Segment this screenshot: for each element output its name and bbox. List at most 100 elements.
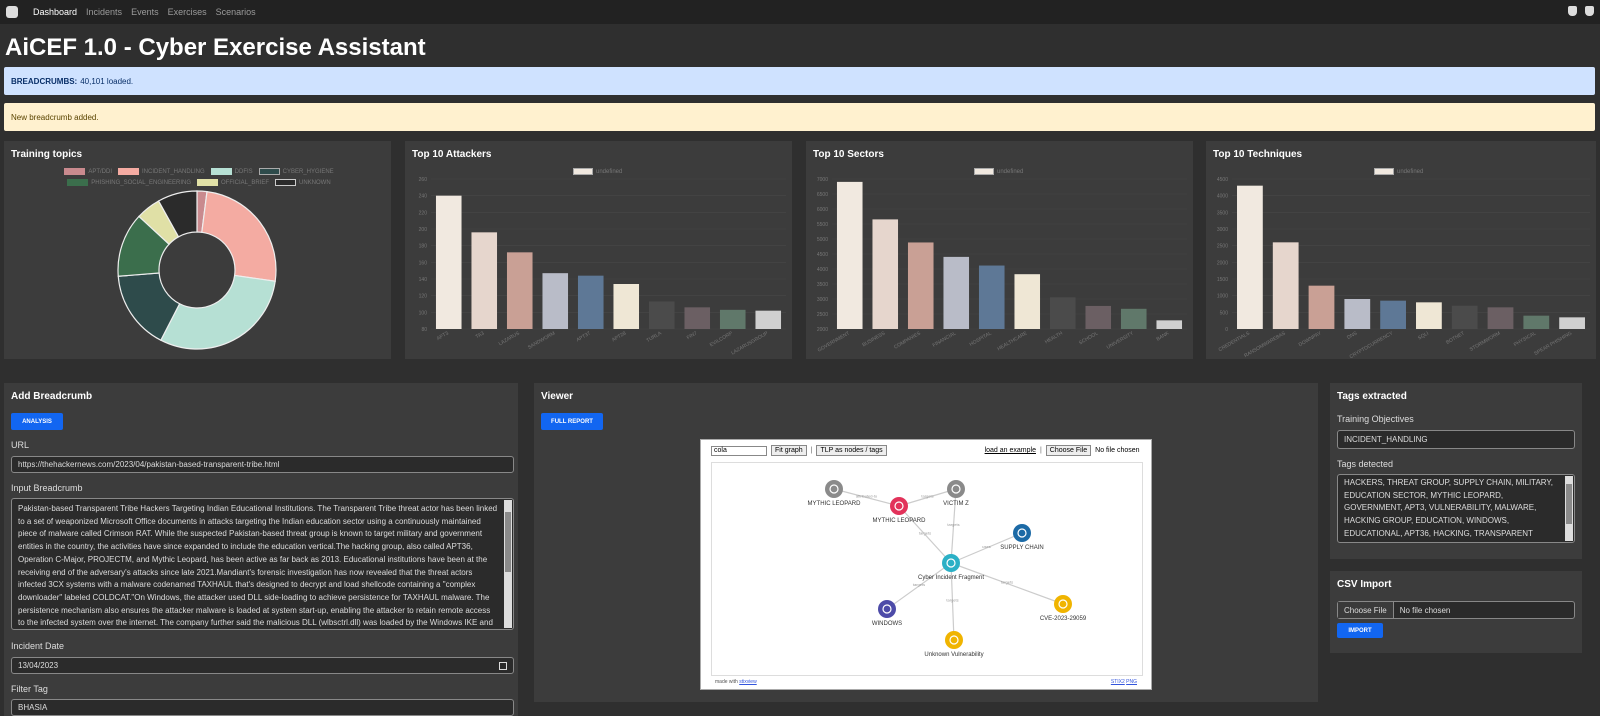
node-icon: [946, 558, 956, 568]
edge-label: targets: [947, 522, 959, 527]
incident-date-input[interactable]: 13/04/2023: [11, 657, 514, 674]
legend-item[interactable]: DDFIS: [210, 168, 253, 175]
bar[interactable]: [1559, 317, 1585, 329]
bar[interactable]: [1523, 315, 1550, 329]
textarea-scrollbar[interactable]: [504, 500, 512, 628]
choose-file-button[interactable]: Choose File: [1045, 445, 1092, 456]
notification-bell-icon[interactable]: [1568, 6, 1577, 16]
graph-svg[interactable]: attributed-to targets targets targets uses ta…: [712, 463, 1144, 677]
bar[interactable]: [1156, 320, 1183, 329]
graph-node-report[interactable]: [942, 554, 960, 572]
graph-edge[interactable]: [833, 488, 900, 507]
y-tick-label: 2500: [817, 312, 828, 318]
export-png-link[interactable]: PNG: [1126, 679, 1137, 685]
bar[interactable]: [542, 273, 569, 329]
bar[interactable]: [1487, 307, 1514, 329]
bar[interactable]: [1344, 299, 1371, 329]
tags-detected-textarea[interactable]: HACKERS, THREAT GROUP, SUPPLY CHAIN, MIL…: [1337, 474, 1575, 543]
tlp-nodes-button[interactable]: TLP as nodes / tags: [816, 445, 887, 456]
calendar-icon[interactable]: [499, 662, 507, 670]
full-report-button[interactable]: FULL REPORT: [541, 413, 603, 430]
bar[interactable]: [577, 275, 604, 329]
legend-item[interactable]: UNKNOWN: [275, 179, 331, 186]
url-input[interactable]: https://thehackernews.com/2023/04/pakist…: [11, 456, 514, 473]
donut-slice[interactable]: [201, 190, 277, 282]
legend-item[interactable]: CYBER_HYGIENE: [258, 168, 334, 175]
stixview-link[interactable]: stixview: [739, 679, 757, 685]
bar[interactable]: [1014, 274, 1041, 329]
x-tick-label: UNIVERSITY: [1106, 330, 1136, 351]
bar[interactable]: [978, 265, 1005, 329]
csv-choose-file-button[interactable]: Choose File: [1338, 602, 1394, 618]
bar[interactable]: [836, 181, 863, 329]
donut-slice[interactable]: [159, 274, 276, 350]
node-icon: [1017, 528, 1027, 538]
bar[interactable]: [1085, 305, 1112, 329]
csv-file-input[interactable]: Choose File No file chosen: [1337, 601, 1575, 619]
graph-edge[interactable]: [950, 562, 955, 641]
nav-scenarios[interactable]: Scenarios: [215, 7, 256, 17]
bar[interactable]: [1451, 305, 1478, 329]
graph-node-tool[interactable]: [878, 600, 896, 618]
nav-incidents[interactable]: Incidents: [86, 7, 123, 17]
y-tick-label: 220: [419, 210, 428, 216]
bar[interactable]: [907, 242, 934, 329]
x-tick-label: APT28: [611, 330, 627, 343]
bar[interactable]: [1237, 185, 1263, 329]
bar[interactable]: [613, 284, 640, 329]
graph-node-vulnerability[interactable]: [1054, 595, 1072, 613]
input-breadcrumb-textarea[interactable]: Pakistan-based Transparent Tribe Hackers…: [11, 498, 514, 630]
nav-events[interactable]: Events: [131, 7, 159, 17]
bar[interactable]: [471, 232, 498, 329]
bar[interactable]: [719, 309, 746, 329]
bar[interactable]: [1308, 285, 1335, 329]
graph-node-identity[interactable]: [947, 480, 965, 498]
bar[interactable]: [943, 256, 970, 329]
bar[interactable]: [1272, 242, 1299, 329]
y-tick-label: 80: [421, 327, 427, 333]
legend-item[interactable]: APT/DDI: [64, 168, 112, 175]
bar[interactable]: [872, 219, 899, 329]
bar[interactable]: [1380, 300, 1406, 329]
donut-slice[interactable]: [157, 190, 198, 238]
app-logo-icon[interactable]: [6, 6, 18, 18]
graph-canvas[interactable]: attributed-to targets targets targets uses ta…: [711, 462, 1143, 676]
training-objectives-field[interactable]: INCIDENT_HANDLING: [1337, 430, 1575, 449]
csv-no-file-text: No file chosen: [1399, 605, 1451, 615]
graph-edge[interactable]: [950, 532, 1023, 564]
graph-node-threat-actor[interactable]: [890, 497, 908, 515]
bar[interactable]: [648, 301, 675, 330]
bar[interactable]: [684, 307, 711, 329]
fit-graph-button[interactable]: Fit graph: [771, 445, 807, 456]
bar[interactable]: [755, 310, 782, 329]
node-label: CVE-2023-29059: [1040, 616, 1087, 622]
import-button[interactable]: IMPORT: [1337, 623, 1383, 638]
analysis-button[interactable]: ANALYSIS: [11, 413, 63, 430]
graph-edge[interactable]: [898, 505, 952, 564]
bar[interactable]: [506, 252, 533, 329]
user-menu-icon[interactable]: [1585, 6, 1594, 16]
graph-edge[interactable]: [950, 488, 957, 564]
graph-edge[interactable]: [950, 562, 1064, 605]
breadcrumb-added-alert: New breadcrumb added.: [4, 103, 1595, 131]
legend-item[interactable]: INCIDENT_HANDLING: [117, 168, 205, 175]
nav-dashboard[interactable]: Dashboard: [33, 7, 78, 17]
legend-item[interactable]: PHISHING_SOCIAL_ENGINEERING: [67, 179, 191, 186]
graph-node-vulnerability[interactable]: [945, 631, 963, 649]
bar[interactable]: [435, 195, 462, 329]
graph-edge[interactable]: [886, 562, 952, 610]
bar[interactable]: [1416, 302, 1442, 329]
nav-exercises[interactable]: Exercises: [167, 7, 207, 17]
graph-edge[interactable]: [898, 488, 957, 507]
bar[interactable]: [1120, 308, 1147, 329]
tags-scrollbar[interactable]: [1565, 476, 1573, 541]
load-example-link[interactable]: load an example: [984, 447, 1036, 454]
filter-tag-input[interactable]: BHASIA: [11, 699, 514, 716]
layout-select[interactable]: cola: [711, 445, 767, 456]
bar[interactable]: [1049, 297, 1076, 329]
graph-node-identity[interactable]: [825, 480, 843, 498]
legend-item[interactable]: OFFICIAL_BRIEF: [197, 179, 269, 186]
alert-info-text: 40,101 loaded.: [80, 76, 134, 86]
export-stix2-link[interactable]: STIX2: [1110, 679, 1125, 685]
graph-node-attack-pattern[interactable]: [1013, 524, 1031, 542]
